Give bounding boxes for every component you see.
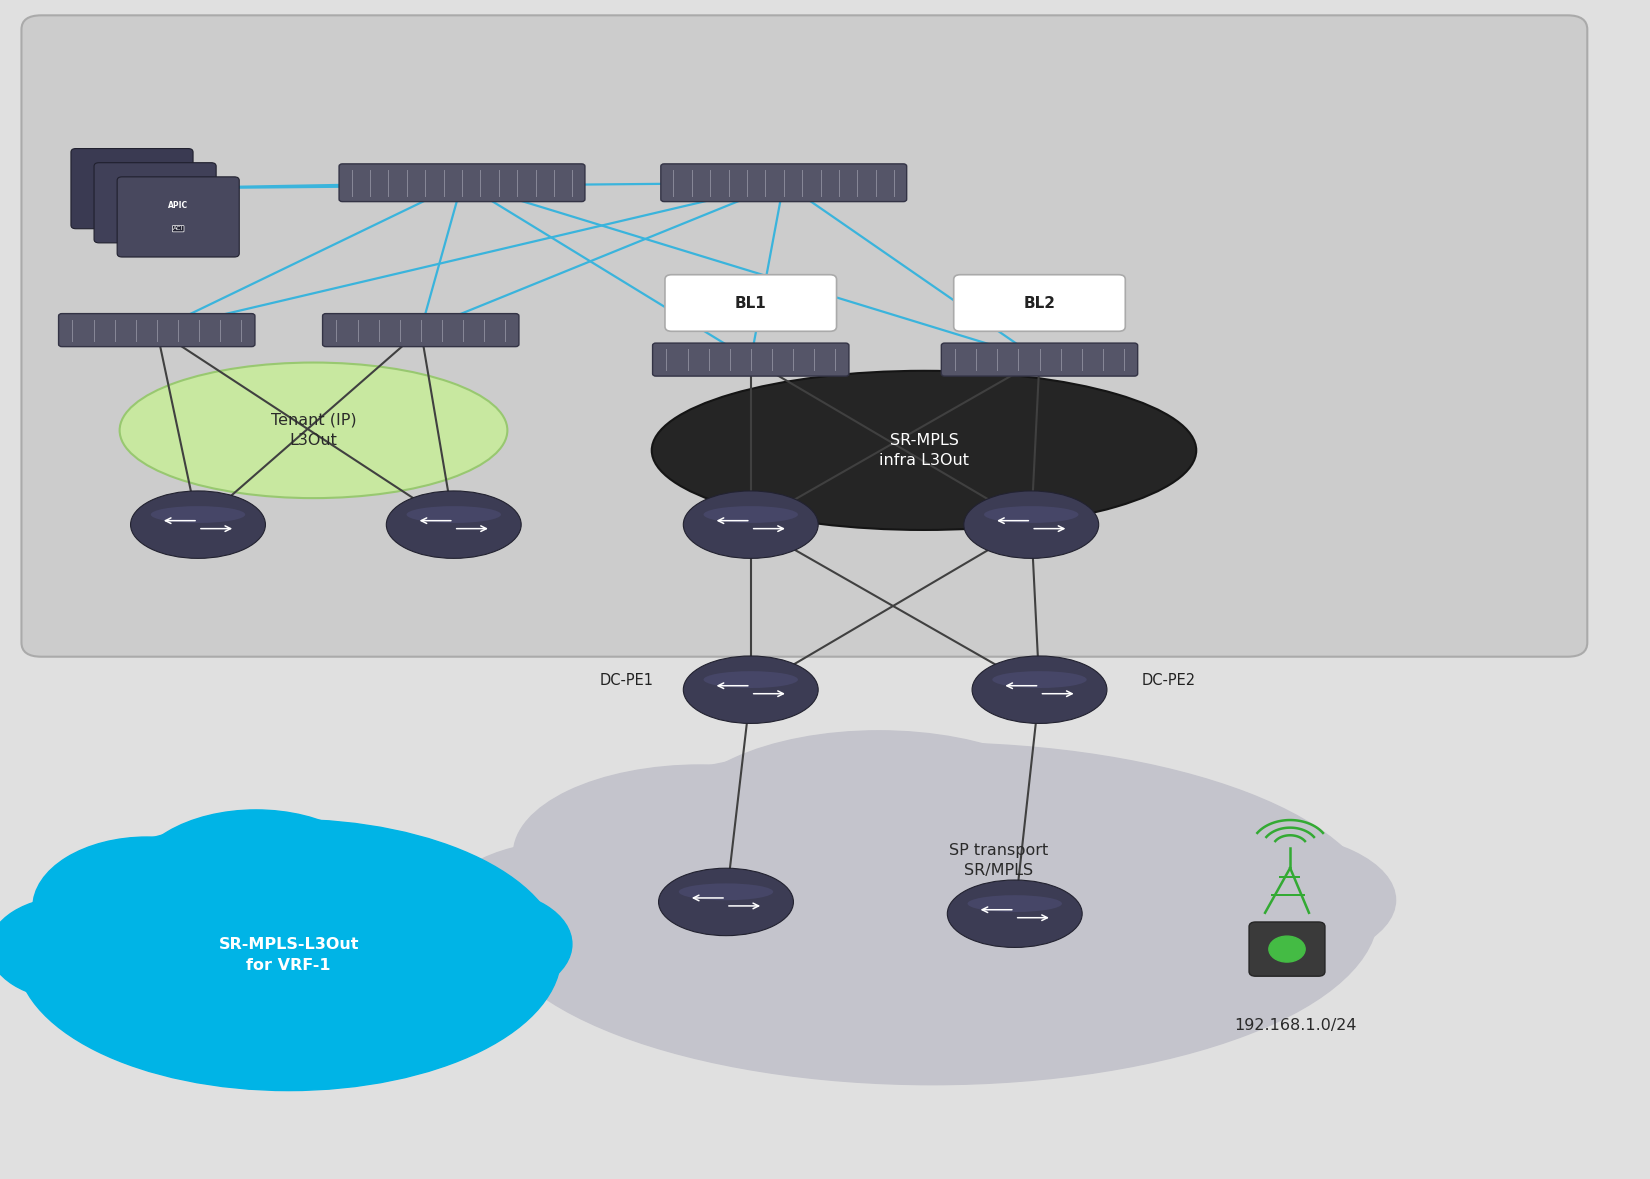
FancyBboxPatch shape <box>59 314 254 347</box>
Text: Tenant (IP)
L3Out: Tenant (IP) L3Out <box>271 413 356 448</box>
Text: APIC: APIC <box>145 186 165 196</box>
Ellipse shape <box>992 671 1087 689</box>
Ellipse shape <box>703 506 799 523</box>
Text: DC-PE2: DC-PE2 <box>1142 673 1195 687</box>
Ellipse shape <box>1110 831 1396 968</box>
Ellipse shape <box>947 880 1082 948</box>
FancyBboxPatch shape <box>117 177 239 257</box>
Ellipse shape <box>673 731 1084 918</box>
Ellipse shape <box>972 656 1107 724</box>
Ellipse shape <box>386 490 521 559</box>
Ellipse shape <box>487 743 1378 1085</box>
Ellipse shape <box>703 671 799 689</box>
Text: 192.168.1.0/24: 192.168.1.0/24 <box>1234 1019 1356 1033</box>
Ellipse shape <box>678 883 774 901</box>
FancyBboxPatch shape <box>653 343 850 376</box>
Text: DC-PE1: DC-PE1 <box>601 673 653 687</box>
FancyBboxPatch shape <box>954 275 1125 331</box>
Ellipse shape <box>119 363 508 499</box>
FancyBboxPatch shape <box>665 275 837 331</box>
Ellipse shape <box>0 897 152 1000</box>
Text: APIC: APIC <box>122 172 142 182</box>
FancyBboxPatch shape <box>71 149 193 229</box>
Ellipse shape <box>150 506 246 523</box>
Text: ACI: ACI <box>173 226 183 231</box>
Ellipse shape <box>683 656 818 724</box>
FancyBboxPatch shape <box>1249 922 1325 976</box>
FancyBboxPatch shape <box>21 15 1587 657</box>
Ellipse shape <box>658 868 794 936</box>
Text: ACI: ACI <box>150 212 160 217</box>
Ellipse shape <box>652 371 1196 531</box>
FancyBboxPatch shape <box>660 164 908 202</box>
Text: BL1: BL1 <box>734 296 767 310</box>
Ellipse shape <box>967 895 1063 913</box>
Text: SR-MPLS-L3Out
for VRF-1: SR-MPLS-L3Out for VRF-1 <box>218 937 360 973</box>
FancyBboxPatch shape <box>940 343 1138 376</box>
Text: SR-MPLS
infra L3Out: SR-MPLS infra L3Out <box>879 433 969 468</box>
Ellipse shape <box>442 841 710 970</box>
Ellipse shape <box>983 506 1079 523</box>
Ellipse shape <box>406 506 502 523</box>
Ellipse shape <box>16 819 561 1091</box>
Ellipse shape <box>901 763 1275 934</box>
Text: APIC: APIC <box>168 200 188 210</box>
FancyBboxPatch shape <box>340 164 586 202</box>
Ellipse shape <box>33 837 261 979</box>
Ellipse shape <box>130 810 381 959</box>
Ellipse shape <box>513 765 888 943</box>
Ellipse shape <box>683 490 818 559</box>
FancyBboxPatch shape <box>94 163 216 243</box>
FancyBboxPatch shape <box>322 314 518 347</box>
Text: SP transport
SR/MPLS: SP transport SR/MPLS <box>949 843 1048 878</box>
Circle shape <box>1269 936 1305 962</box>
Text: ACI: ACI <box>127 198 137 203</box>
Ellipse shape <box>964 490 1099 559</box>
Ellipse shape <box>398 890 573 999</box>
Ellipse shape <box>269 836 498 971</box>
Ellipse shape <box>130 490 266 559</box>
Text: BL2: BL2 <box>1023 296 1056 310</box>
